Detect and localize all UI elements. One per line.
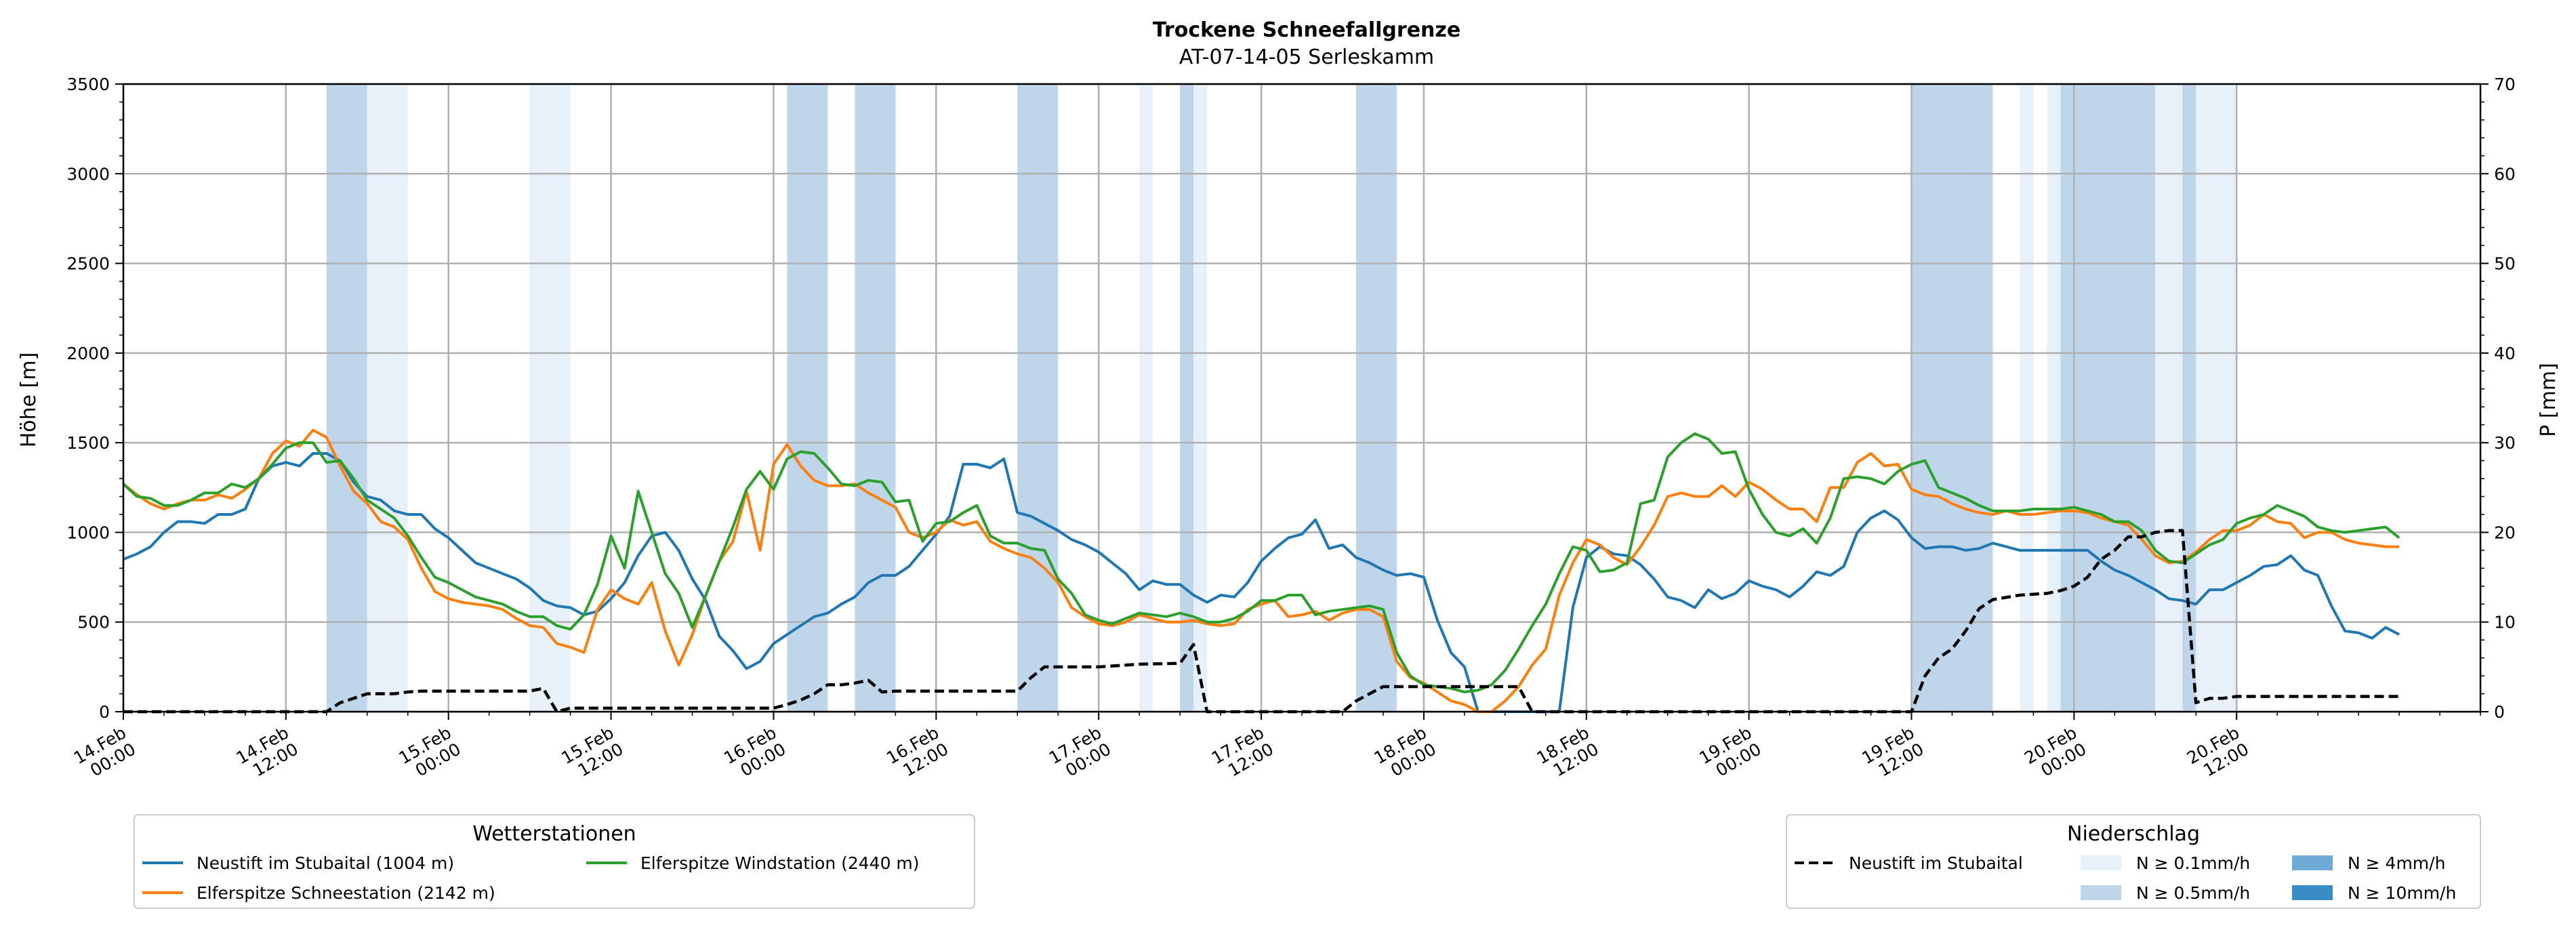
ytick-label-right-2: 20 (2494, 523, 2516, 542)
chart-title: Trockene Schneefallgrenze (1153, 18, 1460, 42)
precip-band-7 (1180, 84, 1194, 712)
series-line-wind (122, 432, 2400, 693)
legend-entry-n10: N ≥ 10mm/h (2348, 883, 2456, 903)
precip-band-5 (1017, 84, 1059, 712)
precip-band-15 (2155, 84, 2183, 712)
xtick-label-9: 18.Feb12:00 (1533, 723, 1601, 784)
legend-swatch-n10 (2292, 885, 2333, 900)
precip-band-0 (326, 84, 367, 712)
precip-band-13 (2060, 84, 2074, 712)
legend-entry-wind: Elferspitze Windstation (2440 m) (640, 853, 920, 873)
ytick-label-left-2: 1000 (66, 523, 110, 542)
ytick-label-right-5: 50 (2494, 254, 2516, 274)
precip-bands (326, 84, 2237, 712)
precip-band-4 (855, 84, 896, 712)
ytick-label-left-6: 3000 (66, 164, 110, 184)
xtick-label-5: 16.Feb12:00 (883, 723, 952, 784)
xtick-label-4: 16.Feb00:00 (720, 723, 789, 784)
xtick-label-8: 18.Feb00:00 (1371, 723, 1439, 784)
xtick-label-1: 14.Feb12:00 (233, 723, 302, 784)
ytick-label-right-0: 0 (2494, 702, 2505, 722)
xtick-label-3: 15.Feb12:00 (558, 723, 626, 784)
xtick-label-2: 15.Feb00:00 (395, 723, 464, 784)
precip-band-9 (1355, 84, 1397, 712)
precip-band-11 (2020, 84, 2034, 712)
legend-entry-n4: N ≥ 4mm/h (2348, 853, 2445, 873)
xtick-label-10: 19.Feb00:00 (1696, 723, 1764, 784)
legend-swatch-n05 (2081, 885, 2121, 900)
legend-stations: Wetterstationen Neustift im Stubaital (1… (134, 814, 975, 909)
precip-band-3 (787, 84, 828, 712)
ytick-label-left-4: 2000 (66, 344, 110, 363)
precip-band-6 (1139, 84, 1153, 712)
ytick-label-left-7: 3500 (66, 75, 110, 94)
ytick-label-right-3: 30 (2494, 433, 2516, 453)
legend-precip: Niederschlag Neustift im Stubaital N ≥ 0… (1786, 814, 2481, 909)
xtick-label-12: 20.Feb00:00 (2021, 723, 2089, 784)
legend-entry-schnee: Elferspitze Schneestation (2142 m) (197, 883, 495, 903)
ytick-label-left-5: 2500 (66, 254, 110, 274)
y-axis-label: Höhe [m] (17, 352, 41, 448)
legend-entry-n05: N ≥ 0.5mm/h (2136, 883, 2250, 903)
ytick-label-right-6: 60 (2494, 164, 2516, 184)
series-line-neustift (123, 452, 2400, 713)
ytick-label-left-3: 1500 (66, 433, 110, 453)
precip-band-8 (1193, 84, 1208, 712)
precip-band-14 (2074, 84, 2156, 712)
ytick-label-right-7: 70 (2494, 75, 2516, 94)
xtick-label-7: 17.Feb12:00 (1208, 723, 1277, 784)
precip-band-1 (367, 84, 408, 712)
precip-band-10 (1911, 84, 1993, 712)
xtick-label-13: 20.Feb12:00 (2184, 723, 2252, 784)
ytick-label-right-1: 10 (2494, 613, 2516, 632)
legend-stations-title: Wetterstationen (472, 822, 636, 846)
legend-swatch-n4 (2292, 855, 2333, 870)
chart-subtitle: AT-07-14-05 Serleskamm (1179, 45, 1434, 69)
ytick-label-left-1: 500 (77, 613, 110, 632)
ytick-label-left-0: 0 (99, 702, 110, 722)
legend-precip-title: Niederschlag (2067, 822, 2200, 846)
series-line-schnee (122, 428, 2400, 713)
xtick-label-0: 14.Feb00:00 (70, 723, 139, 784)
legend-entry-precip-line: Neustift im Stubaital (1849, 853, 2023, 873)
legend-entry-n01: N ≥ 0.1mm/h (2136, 853, 2250, 873)
y2-axis-label: P [mm] (2537, 363, 2560, 437)
ytick-label-right-4: 40 (2494, 344, 2516, 363)
legend-entry-neustift: Neustift im Stubaital (1004 m) (197, 853, 454, 873)
legend-swatch-n01 (2081, 855, 2121, 870)
xtick-label-6: 17.Feb00:00 (1046, 723, 1114, 784)
xtick-label-11: 19.Feb12:00 (1858, 723, 1927, 784)
precip-band-12 (2047, 84, 2061, 712)
precip-band-17 (2196, 84, 2237, 712)
